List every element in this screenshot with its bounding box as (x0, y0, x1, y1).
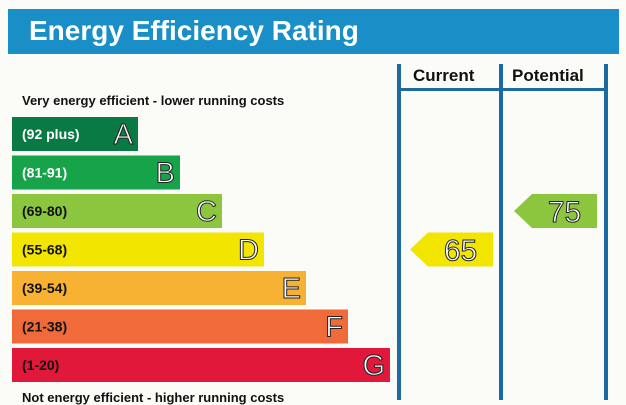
title-banner: Energy Efficiency Rating (8, 9, 619, 54)
band-bar-f (12, 309, 348, 344)
band-range-label: (39-54) (22, 280, 67, 296)
potential-column-header: Potential (512, 66, 584, 85)
band-bar-a (12, 117, 138, 151)
potential-rating-value: 75 (548, 196, 581, 229)
band-bar-b (12, 155, 180, 190)
band-letter: E (282, 273, 301, 305)
band-range-label: (81-91) (22, 165, 67, 181)
band-letter: A (114, 119, 134, 151)
efficient-note: Very energy efficient - lower running co… (22, 93, 285, 108)
column-divider-right (604, 64, 608, 400)
current-column-header: Current (413, 66, 475, 85)
current-rating-arrow (410, 232, 493, 267)
band-range-label: (21-38) (22, 319, 67, 335)
band-letter: B (156, 158, 175, 190)
band-bar-e (12, 271, 306, 305)
band-range-label: (69-80) (22, 203, 67, 219)
band-bar-d (12, 232, 264, 267)
band-letter: G (362, 350, 385, 382)
band-letter: F (325, 312, 343, 344)
potential-rating-arrow (514, 194, 597, 228)
band-bar-g (12, 348, 390, 382)
band-letter: C (196, 196, 217, 228)
band-range-label: (1-20) (22, 357, 59, 373)
band-range-label: (92 plus) (22, 126, 80, 142)
column-divider-middle (499, 64, 503, 400)
column-header-rule (397, 88, 607, 91)
current-rating-value: 65 (444, 235, 477, 268)
column-divider-left (397, 64, 401, 400)
chart-title: Energy Efficiency Rating (29, 15, 359, 46)
band-bar-c (12, 194, 222, 228)
band-range-label: (55-68) (22, 242, 67, 258)
band-letter: D (238, 235, 259, 267)
